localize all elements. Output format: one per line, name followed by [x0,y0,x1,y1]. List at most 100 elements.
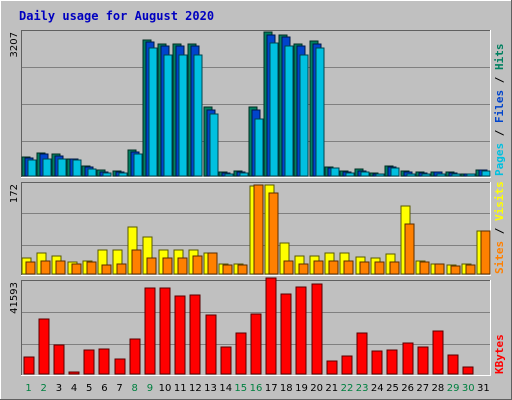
bar-pages-day-17 [269,42,279,177]
x-tick-label: 28 [432,383,445,394]
bar-kbytes-day-24 [371,350,383,375]
bar-kbytes-day-27 [417,346,429,375]
bar-pages-day-18 [284,45,294,177]
x-tick-label: 26 [401,383,414,394]
bar-sites-day-26 [404,223,415,275]
x-tick-label: 8 [132,383,138,394]
bar-kbytes-day-9 [144,287,156,375]
legend-item-visits: Visits [493,181,506,221]
bar-kbytes-day-17 [265,277,277,375]
bar-pages-day-26 [406,173,416,177]
bar-kbytes-day-28 [432,330,444,375]
bar-kbytes-day-23 [356,332,368,375]
x-tick-label: 10 [159,383,172,394]
bar-sites-day-5 [86,261,97,275]
bar-kbytes-day-11 [174,295,186,375]
x-tick-label: 17 [265,383,278,394]
bar-kbytes-day-22 [341,355,353,375]
bar-pages-day-19 [299,54,309,177]
bar-kbytes-day-14 [220,346,232,375]
x-axis-tick-labels: 1 2 3 4 5 6 7 8 9 10 11 12 13 14 15 16 17 18 19 20 21 22 23 24 2… [25,383,489,394]
bar-kbytes-day-3 [53,344,65,375]
bar-sites-day-16 [253,184,264,275]
bar-sites-day-10 [162,257,173,275]
bar-pages-day-7 [118,172,128,177]
x-tick-label: 24 [371,383,384,394]
bar-sites-day-18 [283,260,294,275]
legend-visits: Sites / Visits [493,181,506,274]
bar-pages-day-22 [345,172,355,177]
bar-kbytes-day-26 [402,342,414,375]
bar-pages-day-6 [102,172,112,177]
bar-pages-day-9 [148,47,158,177]
bar-sites-day-11 [177,257,188,275]
bar-pages-day-30 [466,173,476,177]
bar-pages-day-25 [390,167,400,177]
x-tick-label: 16 [250,383,263,394]
bar-kbytes-day-16 [250,313,262,375]
bar-sites-day-12 [192,255,203,275]
bar-kbytes-day-19 [295,286,307,375]
bar-pages-day-8 [133,153,143,177]
bar-sites-day-29 [450,265,461,275]
bar-pages-day-11 [178,54,188,177]
bar-pages-day-20 [315,47,325,177]
legend-separator: / [493,70,506,90]
bar-pages-day-28 [436,173,446,177]
x-tick-label: 11 [174,383,187,394]
bar-kbytes-day-1 [23,356,35,375]
bar-sites-day-1 [25,261,36,275]
bar-kbytes-day-7 [114,358,126,375]
bar-sites-day-3 [55,260,66,275]
bar-kbytes-day-10 [159,287,171,375]
y-max-label-hits: 3207 [9,32,20,57]
bar-sites-day-17 [268,192,279,275]
x-tick-label: 21 [325,383,338,394]
bar-pages-day-15 [239,172,249,177]
chart-panels: 3207 Pages / Files / Hits 172 Sites / Visit… [9,30,506,376]
x-tick-label: 5 [86,383,92,394]
x-tick-label: 12 [189,383,202,394]
x-tick-label: 3 [56,383,62,394]
bar-kbytes-day-15 [235,332,247,375]
bar-sites-day-7 [116,263,127,275]
bar-pages-day-29 [451,173,461,177]
bar-sites-day-27 [419,261,430,275]
legend-separator: / [493,221,506,241]
bar-pages-day-3 [57,158,67,177]
bar-pages-day-10 [163,54,173,177]
bar-sites-day-24 [374,261,385,275]
bar-sites-day-19 [298,263,309,275]
bar-pages-day-14 [224,173,234,177]
x-tick-label: 19 [295,383,308,394]
bar-pages-day-16 [254,118,264,177]
bar-sites-day-23 [359,261,370,275]
y-max-label-visits: 172 [9,184,20,203]
y-max-label-kbytes: 41593 [9,282,20,314]
bar-sites-day-20 [313,260,324,275]
panel-visits: 172 Sites / Visits [9,181,506,276]
x-tick-label: 25 [386,383,399,394]
bar-kbytes-day-21 [326,360,338,375]
bar-sites-day-25 [389,261,400,275]
bar-pages-day-2 [42,158,52,177]
panel-kbytes: 41593 KBytes [9,277,506,376]
legend-item-sites: Sites [493,241,506,274]
x-tick-label: 13 [204,383,217,394]
bar-kbytes-day-30 [462,366,474,375]
bar-kbytes-day-8 [129,338,141,375]
bar-kbytes-day-13 [205,314,217,375]
bar-kbytes-day-5 [83,349,95,375]
bar-pages-day-21 [330,167,340,177]
x-tick-label: 20 [310,383,323,394]
bar-sites-day-2 [40,260,51,275]
x-tick-label: 29 [447,383,460,394]
bar-sites-day-28 [434,263,445,275]
bar-pages-day-13 [209,113,219,177]
bar-sites-day-13 [207,252,218,275]
bar-pages-day-24 [375,173,385,177]
x-tick-label: 30 [462,383,475,394]
x-tick-label: 7 [116,383,122,394]
bar-pages-day-12 [193,54,203,177]
